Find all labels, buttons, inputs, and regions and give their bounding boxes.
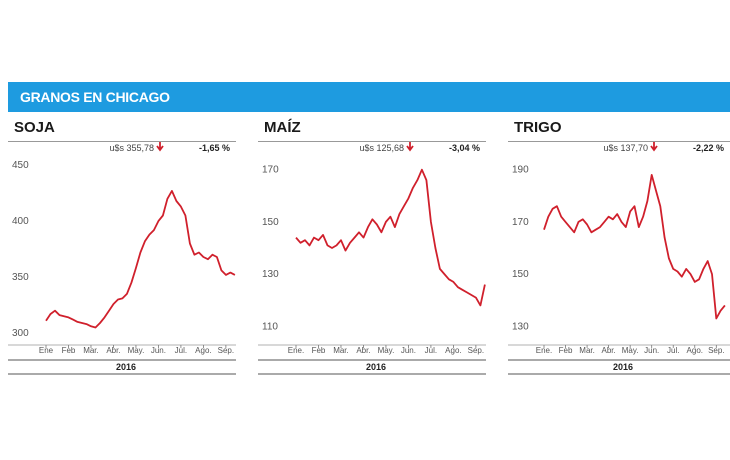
maiz-chart: u$s 125,68 -3,04 % 110 130 150 170 Ene. Feb Mar.… <box>258 142 486 375</box>
x-tick-label: Ago. <box>445 346 461 355</box>
x-tick-label: Abr. <box>106 346 120 355</box>
panel-title: TRIGO <box>514 119 562 136</box>
y-tick-label: 130 <box>512 321 529 332</box>
section-banner: GRANOS EN CHICAGO <box>8 82 730 112</box>
x-tick-label: Ene <box>39 346 54 355</box>
section-title: GRANOS EN CHICAGO <box>20 89 170 105</box>
x-tick-label: Abr. <box>601 346 615 355</box>
panel-title: SOJA <box>14 119 55 136</box>
y-tick-label: 170 <box>262 165 279 176</box>
change-label: -3,04 % <box>449 143 480 153</box>
x-tick-label: Abr. <box>356 346 370 355</box>
price-label: u$s 125,68 <box>359 143 404 153</box>
x-tick-label: Ene. <box>288 346 304 355</box>
x-tick-label: Ene. <box>536 346 552 355</box>
down-arrow-icon <box>406 142 414 152</box>
y-tick-label: 110 <box>262 321 278 332</box>
change-label: -2,22 % <box>693 143 724 153</box>
x-tick-label: Jul. <box>175 346 187 355</box>
y-tick-label: 150 <box>512 269 529 280</box>
x-tick-label: Jul. <box>667 346 679 355</box>
panel-title: MAÍZ <box>264 119 301 136</box>
x-tick-label: Mar. <box>579 346 595 355</box>
x-tick-label: Mar. <box>333 346 349 355</box>
x-tick-label: Ago. <box>687 346 703 355</box>
trigo-panel: TRIGO u$s 137,70 -2,22 % 130 150 170 190 Ene. F… <box>508 112 730 375</box>
x-tick-label: Jul. <box>425 346 437 355</box>
x-tick-label: Sep. <box>218 346 234 355</box>
price-series-line <box>295 168 486 307</box>
x-tick-label: Jun. <box>151 346 166 355</box>
soja-panel: SOJA u$s 355,78 -1,65 % 300 350 400 450 Ene Feb… <box>8 112 238 375</box>
price-label: u$s 355,78 <box>109 143 154 153</box>
y-tick-label: 300 <box>12 328 29 339</box>
divider <box>8 141 236 142</box>
x-tick-label: Jun. <box>401 346 416 355</box>
y-tick-label: 170 <box>512 217 529 228</box>
x-tick-label: Sep. <box>708 346 724 355</box>
price-series-line <box>543 174 726 320</box>
x-tick-label: Feb <box>62 346 76 355</box>
y-tick-label: 150 <box>262 217 279 228</box>
year-label: 2016 <box>613 362 633 372</box>
x-tick-label: Mar. <box>83 346 99 355</box>
x-tick-label: May. <box>128 346 145 355</box>
y-tick-label: 400 <box>12 216 29 227</box>
price-series-line <box>45 190 236 329</box>
year-label: 2016 <box>116 362 136 372</box>
year-label: 2016 <box>366 362 386 372</box>
x-tick-label: May. <box>622 346 639 355</box>
x-tick-label: May. <box>378 346 395 355</box>
x-tick-label: Jun. <box>644 346 659 355</box>
down-arrow-icon <box>156 142 164 152</box>
y-tick-label: 450 <box>12 160 29 171</box>
y-tick-label: 130 <box>262 269 279 280</box>
trigo-chart: u$s 137,70 -2,22 % 130 150 170 190 Ene. Feb Mar.… <box>508 142 730 375</box>
x-tick-label: Ago. <box>195 346 211 355</box>
change-label: -1,65 % <box>199 143 230 153</box>
x-tick-label: Feb <box>559 346 573 355</box>
y-tick-label: 190 <box>512 165 529 176</box>
divider <box>258 141 486 142</box>
price-label: u$s 137,70 <box>603 143 648 153</box>
down-arrow-icon <box>650 142 658 152</box>
maiz-panel: MAÍZ u$s 125,68 -3,04 % 110 130 150 170 Ene. Fe… <box>258 112 488 375</box>
divider <box>508 141 730 142</box>
x-tick-label: Feb <box>312 346 326 355</box>
soja-chart: u$s 355,78 -1,65 % 300 350 400 450 Ene Feb Mar. A… <box>8 142 236 375</box>
x-tick-label: Sep. <box>468 346 484 355</box>
y-tick-label: 350 <box>12 272 29 283</box>
